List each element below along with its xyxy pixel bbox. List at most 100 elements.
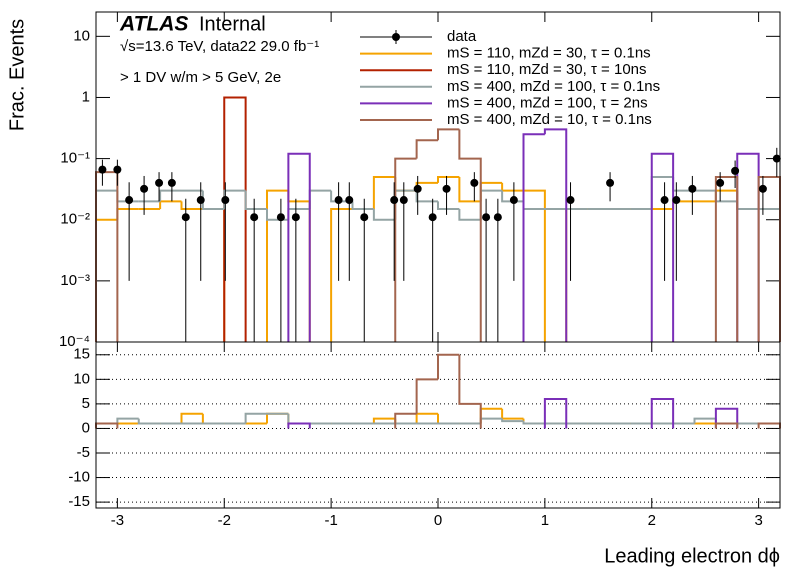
x-tick-label: -3 [111,512,124,529]
histogram-bin [501,182,524,192]
histogram-bin [501,408,524,420]
x-tick-label: 0 [434,512,442,529]
data-point [250,213,259,222]
histogram-bin [437,413,460,425]
histogram-bin [137,418,161,425]
frame [95,341,781,509]
histogram-bin [372,208,396,221]
data-point [470,178,479,187]
histogram-bin [522,201,545,210]
histogram-bin [693,417,716,424]
data-point [758,184,767,193]
histogram-bin [201,413,225,425]
histogram-bin [159,189,182,202]
energy-annotation: √s=13.6 TeV, data22 29.0 fb⁻¹ [120,38,319,55]
y-tick-label: 10 [73,370,90,387]
data-point [731,166,740,175]
histogram-bin [543,397,568,429]
data-point [125,196,134,205]
histogram-bin [244,412,267,424]
histogram-bin [330,190,353,203]
data-point [113,165,122,174]
data-point [413,184,422,193]
histogram-bin [458,208,481,221]
legend-label: mS = 400, mZd = 10, τ = 0.1ns [447,111,652,128]
histogram-bin [415,378,438,414]
x-tick-label: 1 [541,512,549,529]
histogram-bin [757,422,781,429]
data-point [221,196,230,205]
histogram-bin [202,207,226,342]
x-tick-label: 3 [754,512,762,529]
y-tick-label: 1 [82,88,90,105]
data-point [672,196,681,205]
histogram-bin [308,189,332,209]
legend-label: mS = 400, mZd = 100, τ = 2ns [447,94,648,111]
atlas-status: Internal [199,13,266,35]
y-axis-label: Frac. Events [6,19,28,131]
y-tick-label: 10 [73,27,90,44]
histogram-bin [415,190,438,203]
data-point [716,178,725,187]
histogram-bin [287,413,310,425]
histogram-bin [758,207,781,342]
histogram-bin [479,407,503,424]
histogram-bin [714,422,739,429]
histogram-bin [244,190,267,210]
histogram-bin [736,201,759,210]
histogram-bin [180,201,203,210]
y-tick-label: 15 [73,346,90,363]
histogram-bin [287,152,311,342]
data-point [390,196,399,205]
data-point [493,213,502,222]
histogram-bin [650,152,675,342]
histogram-bin [394,157,417,342]
x-tick-label: -1 [324,512,337,529]
histogram-bin [437,201,460,210]
data-point [345,196,354,205]
histogram-bin [159,200,182,209]
histogram-bin [201,190,225,210]
histogram-bin [458,354,482,429]
histogram-bin [351,201,374,210]
histogram-bin [522,133,545,342]
histogram-bin [372,417,396,424]
data-point [140,184,149,193]
histogram-bin [95,189,118,342]
histogram-bin [458,177,481,203]
histogram-bin [522,421,545,425]
data-point [482,213,491,222]
histogram-bin [95,171,119,342]
data-point [606,178,615,187]
histogram-bin [437,353,460,380]
histogram-bin [714,176,739,342]
histogram-bin [95,422,119,429]
histogram-bin [736,152,760,342]
histogram-bin [714,407,739,429]
data-point [509,196,518,205]
selection-annotation: > 1 DV w/m > 5 GeV, 2e [120,69,281,86]
data-point [442,184,451,193]
histogram-bin [180,412,203,424]
y-tick-label: 10⁻² [60,211,90,228]
histogram-bin [543,128,568,342]
data-point [688,184,697,193]
y-tick-label: 10⁻⁴ [59,333,90,350]
histogram-bin [458,129,482,342]
histogram-bin [394,189,417,220]
histogram-bin [330,207,353,342]
histogram-bin [565,207,588,342]
data-point [181,213,190,222]
y-tick-label: 10⁻³ [60,272,90,289]
data-point [276,213,285,222]
x-tick-label: 2 [648,512,656,529]
legend-label: mS = 110, mZd = 30, τ = 0.1ns [447,45,651,62]
histogram-bin [116,417,139,424]
histogram-bin [437,128,460,141]
data-point [399,196,408,205]
histogram-bin [394,412,417,429]
histogram-bin [287,413,310,425]
histogram-bin [394,177,417,192]
histogram-bin [758,207,781,342]
histogram-bin [714,190,738,203]
